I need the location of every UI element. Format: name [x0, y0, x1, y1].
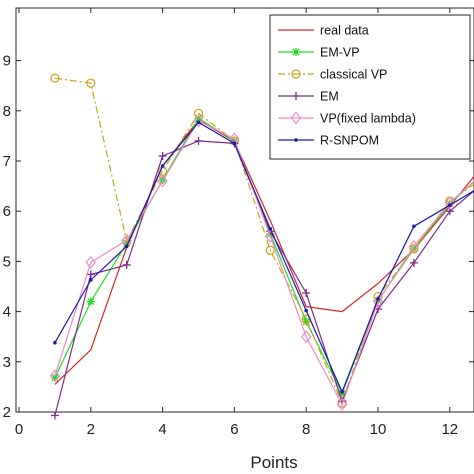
series-classical-vp: [50, 73, 474, 408]
series-line-classical-vp: [54, 77, 474, 404]
y-tick-label: 7: [3, 153, 11, 170]
y-tick-label: 6: [3, 203, 11, 220]
legend-marker: [294, 138, 298, 142]
data-point-classical-vp: [193, 108, 204, 118]
x-tick-label: 10: [370, 421, 387, 438]
legend-label: EM-VP: [320, 46, 360, 60]
data-point-em-vp: [86, 297, 95, 306]
series-layer: [49, 73, 474, 420]
data-point-em: [50, 411, 59, 420]
legend-item-r-snpom: R-SNPOM: [278, 134, 379, 148]
legend-item-real-data: real data: [278, 24, 369, 38]
legend-box: [269, 14, 471, 160]
data-point-em: [86, 270, 95, 279]
data-point-em-vp: [302, 317, 311, 326]
data-point-r-snpom: [412, 224, 416, 229]
x-axis-title: Points: [250, 453, 297, 472]
x-axis: 0 2 4 6 8 10 12: [15, 8, 458, 438]
series-line-vp-fixed-lambda: [54, 120, 474, 406]
data-point-vp-fixed-lambda: [408, 239, 420, 253]
data-point-classical-vp: [265, 245, 275, 255]
data-point-em-vp: [122, 239, 131, 248]
data-point-vp-fixed-lambda: [336, 398, 348, 411]
legend: real data EM-VP classical VP EM VP(fixed lam…: [269, 14, 471, 160]
data-point-r-snpom: [89, 278, 93, 282]
data-point-classical-vp: [50, 73, 60, 83]
legend-marker: [291, 69, 301, 79]
y-tick-label: 9: [3, 53, 11, 70]
data-point-em: [122, 260, 131, 269]
legend-label: classical VP: [320, 68, 387, 82]
data-point-r-snpom: [232, 141, 237, 146]
data-point-em: [302, 289, 311, 298]
x-tick-label: 8: [302, 421, 310, 438]
data-point-r-snpom: [53, 340, 57, 345]
y-tick-label: 2: [3, 404, 11, 421]
y-tick-label: 3: [3, 354, 11, 371]
data-point-em: [158, 151, 167, 160]
legend-label: VP(fixed lambda): [320, 112, 416, 126]
x-tick-label: 2: [87, 421, 95, 438]
series-r-snpom: [53, 120, 474, 394]
x-tick-label: 0: [15, 421, 23, 438]
x-tick-label: 12: [441, 421, 458, 438]
data-point-em-vp: [50, 373, 59, 382]
x-tick-label: 4: [158, 421, 166, 438]
data-point-vp-fixed-lambda: [49, 369, 61, 383]
data-point-r-snpom: [160, 164, 165, 168]
data-point-vp-fixed-lambda: [157, 174, 168, 188]
data-point-vp-fixed-lambda: [85, 255, 97, 269]
legend-marker: [292, 48, 300, 56]
data-point-em: [409, 258, 418, 267]
data-point-r-snpom: [448, 203, 452, 207]
data-point-em-vp: [194, 114, 203, 123]
data-point-r-snpom: [340, 390, 344, 394]
data-point-r-snpom: [376, 297, 380, 301]
data-point-classical-vp: [409, 244, 419, 254]
legend-label: R-SNPOM: [320, 134, 379, 148]
data-point-em: [194, 136, 203, 145]
legend-marker: [290, 111, 302, 125]
y-tick-label: 5: [3, 253, 11, 270]
data-point-vp-fixed-lambda: [300, 330, 312, 344]
legend-item-em: EM: [278, 90, 339, 104]
y-tick-label: 4: [3, 304, 11, 321]
x-tick-label: 6: [230, 421, 238, 438]
data-point-vp-fixed-lambda: [372, 295, 384, 309]
data-point-classical-vp: [86, 78, 96, 88]
data-point-vp-fixed-lambda: [193, 114, 204, 128]
y-axis: 2 3 4 5 6 7 8 9: [3, 53, 474, 421]
data-point-vp-fixed-lambda: [444, 196, 456, 210]
legend-label: real data: [320, 24, 369, 38]
y-tick-label: 8: [3, 103, 11, 120]
legend-item-em-vp: EM-VP: [278, 46, 360, 60]
data-point-r-snpom: [268, 226, 273, 231]
data-point-r-snpom: [304, 308, 309, 313]
legend-label: EM: [320, 90, 339, 104]
legend-item-vp-fixed-lambda: VP(fixed lambda): [278, 112, 416, 126]
data-point-r-snpom: [196, 120, 201, 125]
data-point-r-snpom: [124, 244, 129, 249]
legend-marker: [292, 92, 300, 100]
legend-item-classical-vp: classical VP: [278, 68, 387, 82]
